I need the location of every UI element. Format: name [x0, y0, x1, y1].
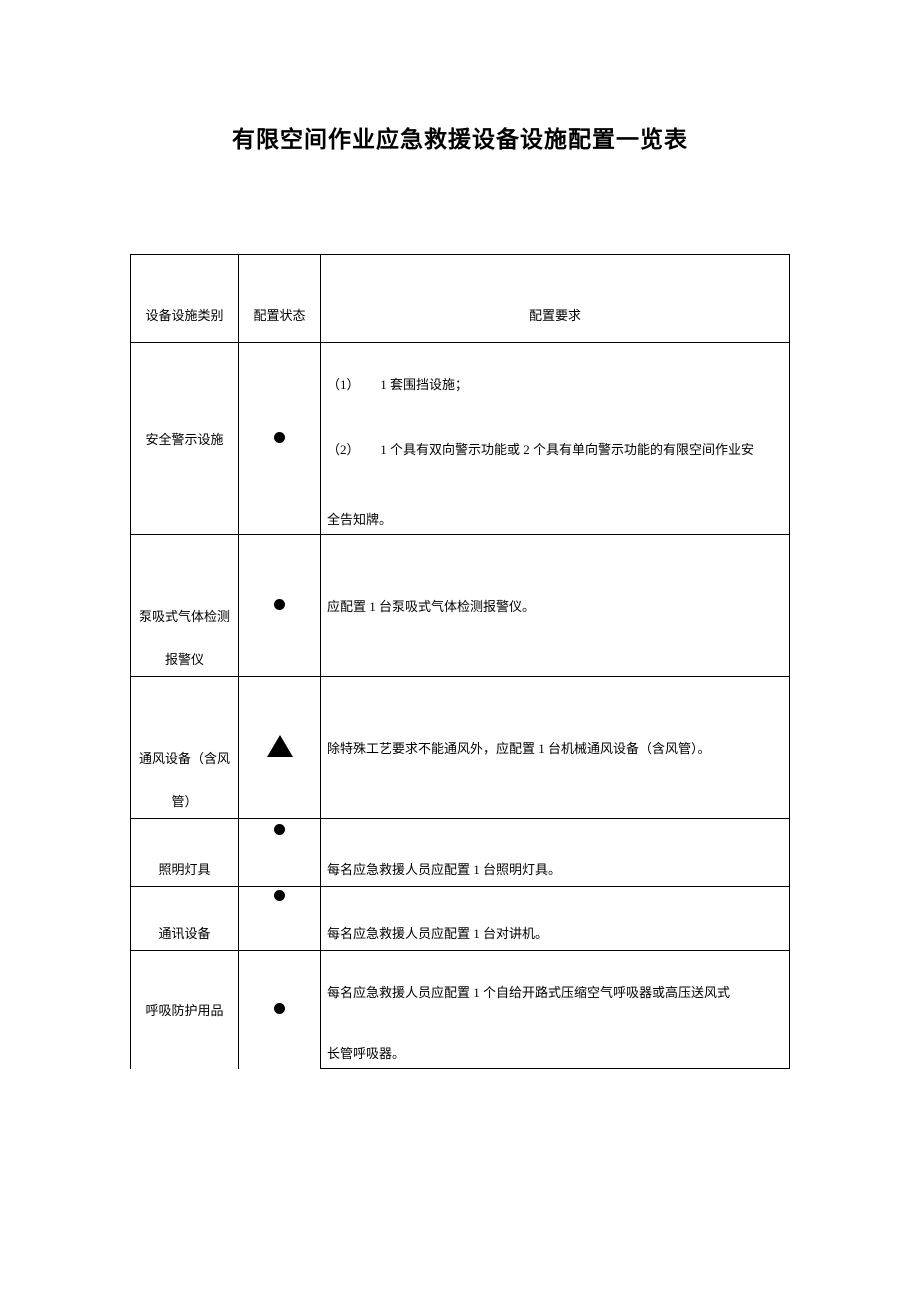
circle-icon: [274, 599, 285, 610]
circle-icon: [274, 432, 285, 443]
cell-category: 呼吸防护用品: [131, 951, 239, 1069]
table-row: 泵吸式气体检测 应配置 1 台泵吸式气体检测报警仪。: [131, 535, 790, 635]
cell-category: 管）: [131, 777, 239, 819]
cell-status: [239, 951, 321, 1069]
cell-status: [239, 887, 321, 951]
equipment-config-table: 设备设施类别 配置状态 配置要求 安全警示设施 （1） 1 套围挡设施； （2）…: [130, 254, 790, 1069]
cell-requirement: （2） 1 个具有双向警示功能或 2 个具有单向警示功能的有限空间作业安: [321, 403, 790, 495]
cell-requirement: 除特殊工艺要求不能通风外，应配置 1 台机械通风设备（含风管）。: [321, 677, 790, 819]
table-row: 通讯设备 每名应急救援人员应配置 1 台对讲机。: [131, 887, 790, 951]
table-row: 照明灯具 每名应急救援人员应配置 1 台照明灯具。: [131, 819, 790, 887]
document-page: 有限空间作业应急救援设备设施配置一览表 设备设施类别 配置状态 配置要求 安全警…: [0, 0, 920, 1169]
table-header-row: 设备设施类别 配置状态 配置要求: [131, 255, 790, 343]
cell-category: 通讯设备: [131, 887, 239, 951]
document-title: 有限空间作业应急救援设备设施配置一览表: [130, 120, 790, 154]
cell-requirement: 应配置 1 台泵吸式气体检测报警仪。: [321, 535, 790, 677]
table-row: 安全警示设施 （1） 1 套围挡设施；: [131, 343, 790, 403]
table-row: 呼吸防护用品 每名应急救援人员应配置 1 个自给开路式压缩空气呼吸器或高压送风式: [131, 951, 790, 1033]
req-number: （1）: [327, 374, 377, 393]
cell-status: [239, 819, 321, 887]
triangle-icon: [267, 735, 293, 757]
header-status: 配置状态: [239, 255, 321, 343]
cell-requirement: 每名应急救援人员应配置 1 台照明灯具。: [321, 819, 790, 887]
cell-requirement: （1） 1 套围挡设施；: [321, 343, 790, 403]
cell-category: 泵吸式气体检测: [131, 535, 239, 635]
circle-icon: [274, 824, 285, 835]
cell-status: [239, 535, 321, 677]
cell-status: [239, 343, 321, 535]
req-number: （2）: [327, 439, 377, 458]
cell-category: 通风设备（含风: [131, 677, 239, 777]
req-text: 1 套围挡设施；: [380, 377, 468, 392]
header-category: 设备设施类别: [131, 255, 239, 343]
circle-icon: [274, 890, 285, 901]
cell-requirement: 每名应急救援人员应配置 1 台对讲机。: [321, 887, 790, 951]
cell-status: [239, 677, 321, 819]
cell-requirement: 长管呼吸器。: [321, 1033, 790, 1069]
cell-requirement: 每名应急救援人员应配置 1 个自给开路式压缩空气呼吸器或高压送风式: [321, 951, 790, 1033]
req-text: 1 个具有双向警示功能或 2 个具有单向警示功能的有限空间作业安: [380, 442, 754, 457]
cell-requirement: 全告知牌。: [321, 495, 790, 535]
header-requirement: 配置要求: [321, 255, 790, 343]
cell-category: 照明灯具: [131, 819, 239, 887]
cell-category: 安全警示设施: [131, 343, 239, 535]
table-row: 通风设备（含风 除特殊工艺要求不能通风外，应配置 1 台机械通风设备（含风管）。: [131, 677, 790, 777]
cell-category: 报警仪: [131, 635, 239, 677]
circle-icon: [274, 1003, 285, 1014]
